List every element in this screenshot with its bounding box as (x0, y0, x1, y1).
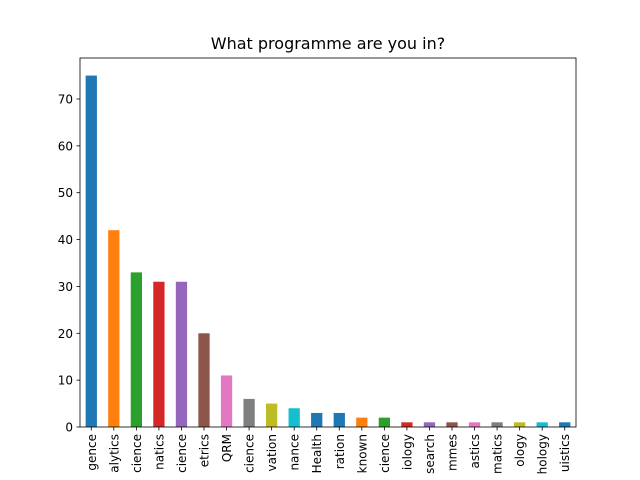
x-tick-label: alytics (107, 434, 121, 473)
x-tick-label: hology (536, 434, 550, 474)
x-tick-label: uistics (558, 434, 572, 472)
x-tick-label: cience (130, 434, 144, 473)
x-tick-label: iology (400, 434, 414, 470)
bar (153, 281, 165, 427)
y-tick-label: 20 (58, 327, 73, 341)
x-tick-label: cience (175, 434, 189, 473)
x-tick-label: gence (85, 434, 99, 471)
y-tick-label: 50 (58, 186, 73, 200)
x-tick-label: mmes (446, 434, 460, 471)
x-tick-label: Health (310, 434, 324, 473)
bar (243, 398, 255, 427)
bar (266, 403, 278, 427)
x-tick-label: QRM (220, 434, 234, 462)
bar (130, 272, 142, 427)
bar (446, 422, 458, 427)
x-tick-label: ration (333, 434, 347, 469)
bar (220, 375, 233, 427)
x-tick-label: matics (491, 434, 505, 474)
bar (536, 422, 548, 427)
bar (288, 408, 300, 427)
bar (356, 417, 368, 427)
axes-frame (79, 57, 577, 428)
bar (311, 412, 323, 427)
x-tick-label: natics (152, 434, 166, 470)
bar (108, 230, 120, 427)
y-tick-label: 60 (58, 139, 73, 153)
x-tick-label: cience (243, 434, 257, 473)
y-tick-label: 30 (58, 280, 73, 294)
bar (378, 417, 390, 427)
bar (333, 412, 345, 427)
bar (175, 281, 188, 427)
x-tick-label: astics (468, 434, 482, 469)
x-tick-label: nance (288, 434, 302, 471)
y-tick-label: 10 (58, 374, 73, 388)
x-tick-label: etrics (198, 434, 212, 467)
x-tick-label: vation (265, 434, 279, 471)
y-tick-label: 70 (58, 93, 73, 107)
x-tick-label: ology (513, 434, 527, 467)
chart-title: What programme are you in? (211, 34, 445, 53)
bar (401, 422, 413, 427)
bar (559, 422, 571, 427)
bar (514, 422, 526, 427)
bar (198, 333, 210, 427)
y-tick-label: 40 (58, 233, 73, 247)
bar (491, 422, 503, 427)
y-tick-label: 0 (65, 421, 73, 435)
x-tick-label: search (423, 434, 437, 474)
bar (468, 422, 481, 427)
bar (85, 75, 97, 427)
x-tick-label: cience (378, 434, 392, 473)
bar (423, 422, 436, 427)
x-tick-label: known (355, 434, 369, 473)
